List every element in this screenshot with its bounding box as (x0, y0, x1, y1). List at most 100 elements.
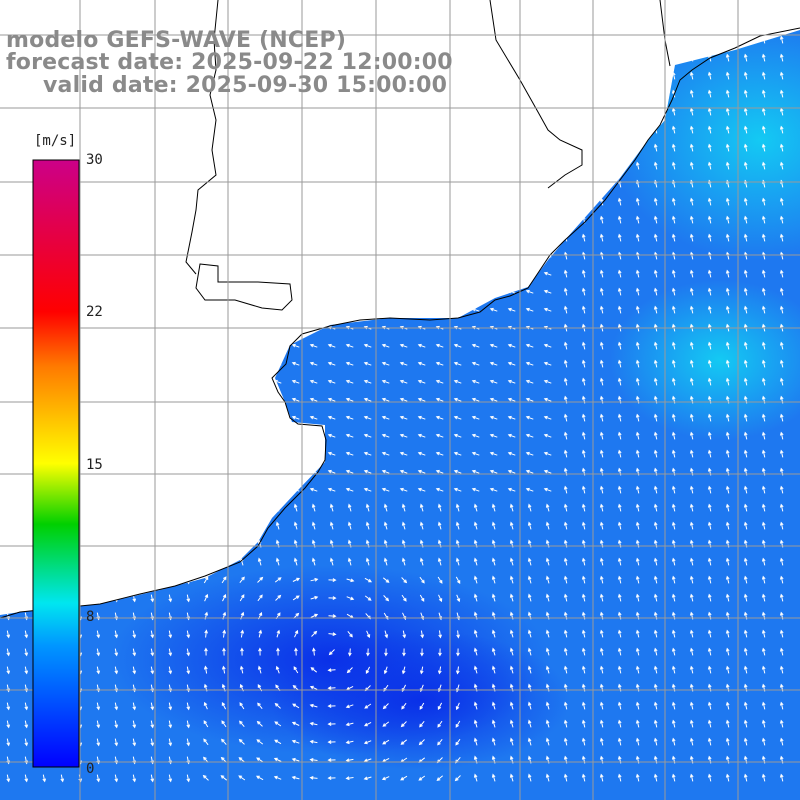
wind-arrow (471, 379, 480, 384)
wind-arrow (635, 161, 640, 170)
wind-arrow (39, 109, 48, 114)
wind-arrow (635, 449, 640, 458)
wind-arrow (725, 413, 730, 422)
wind-arrow (743, 53, 748, 62)
wind-arrow (183, 163, 192, 168)
wind-arrow (186, 666, 191, 675)
wind-arrow (689, 305, 694, 314)
wind-arrow (453, 217, 462, 222)
wind-arrow (399, 361, 408, 366)
wind-arrow (222, 647, 226, 656)
wind-arrow (689, 341, 694, 350)
wind-arrow (399, 487, 408, 492)
wind-arrow (761, 107, 766, 116)
wind-arrow (761, 89, 766, 98)
wind-arrow (489, 163, 498, 168)
wind-arrow (309, 379, 318, 384)
wind-arrow (363, 415, 372, 420)
wind-arrow (147, 469, 156, 474)
wind-arrow (635, 341, 640, 350)
wind-arrow (399, 37, 408, 42)
wind-arrow (96, 702, 101, 711)
wind-arrow (255, 217, 264, 222)
wind-arrow (273, 145, 282, 150)
wind-arrow (329, 503, 334, 512)
wind-arrow (653, 629, 658, 638)
wind-arrow (599, 449, 604, 458)
wind-arrow (453, 415, 462, 420)
wind-arrow (399, 145, 408, 150)
wind-arrow (725, 593, 730, 602)
wind-arrow (21, 343, 30, 348)
wind-arrow (147, 379, 156, 384)
wind-arrow (165, 433, 174, 438)
wind-arrow (132, 702, 137, 711)
wind-arrow (237, 397, 246, 402)
wind-arrow (419, 666, 424, 675)
wind-arrow (275, 665, 280, 674)
wind-arrow (255, 199, 264, 204)
wind-arrow (114, 630, 119, 639)
wind-arrow (617, 71, 622, 80)
wind-arrow (418, 739, 425, 746)
wind-arrow (779, 773, 784, 782)
wind-arrow (309, 163, 318, 168)
wind-arrow (473, 593, 478, 602)
wind-arrow (599, 125, 604, 134)
wind-arrow (96, 648, 101, 657)
wind-arrow (743, 269, 748, 278)
wind-arrow (221, 503, 226, 512)
wind-arrow (635, 89, 640, 98)
wind-arrow (363, 721, 372, 727)
wind-arrow (255, 379, 264, 384)
wind-arrow (382, 577, 390, 583)
wind-arrow (489, 199, 498, 204)
wind-arrow (453, 451, 462, 456)
wind-arrow (545, 629, 550, 638)
wind-arrow (617, 359, 622, 368)
wind-arrow (276, 629, 281, 638)
wind-arrow (779, 71, 784, 80)
wind-arrow (437, 576, 443, 584)
wind-arrow (255, 433, 264, 438)
wind-arrow (219, 127, 228, 132)
wind-arrow (129, 127, 138, 132)
wind-arrow (239, 576, 245, 584)
wind-arrow (471, 91, 480, 96)
wind-arrow (689, 107, 694, 116)
wind-arrow (563, 575, 568, 584)
wind-arrow (653, 89, 658, 98)
wind-arrow (435, 487, 444, 492)
wind-arrow (707, 413, 712, 422)
wind-arrow (473, 521, 478, 530)
wind-arrow (381, 163, 390, 168)
wind-arrow (203, 576, 209, 584)
wind-arrow (617, 737, 622, 746)
wind-arrow (291, 145, 300, 150)
wind-arrow (203, 521, 208, 530)
wind-arrow (507, 235, 516, 240)
wind-arrow (201, 361, 210, 366)
wind-arrow (761, 413, 766, 422)
wind-arrow (543, 163, 552, 168)
wind-arrow (543, 73, 552, 78)
wind-arrow (291, 109, 300, 114)
wind-arrow (147, 181, 156, 186)
wind-arrow (291, 757, 300, 762)
wind-arrow (617, 575, 622, 584)
wind-arrow (581, 161, 586, 170)
wind-arrow (653, 773, 658, 782)
wind-arrow (419, 594, 425, 602)
wind-arrow (399, 379, 408, 384)
wind-arrow (257, 557, 262, 566)
wind-arrow (363, 361, 372, 366)
wind-arrow (238, 757, 246, 763)
wind-arrow (309, 739, 318, 744)
wind-arrow (653, 197, 658, 206)
wind-arrow (563, 125, 568, 134)
wind-arrow (96, 720, 101, 729)
wind-arrow (545, 575, 550, 584)
wind-arrow (132, 666, 137, 675)
wind-arrow (635, 35, 640, 44)
wind-arrow (471, 55, 480, 60)
